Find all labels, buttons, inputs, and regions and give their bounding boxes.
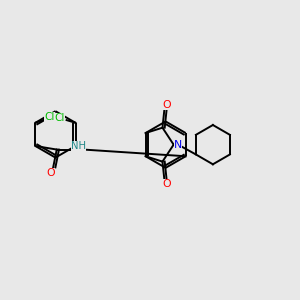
Text: NH: NH (71, 141, 86, 152)
Text: O: O (162, 179, 171, 189)
Text: Cl: Cl (55, 113, 65, 123)
Text: Cl: Cl (44, 112, 55, 122)
Text: N: N (174, 140, 182, 150)
Text: O: O (162, 100, 171, 110)
Text: O: O (46, 168, 55, 178)
